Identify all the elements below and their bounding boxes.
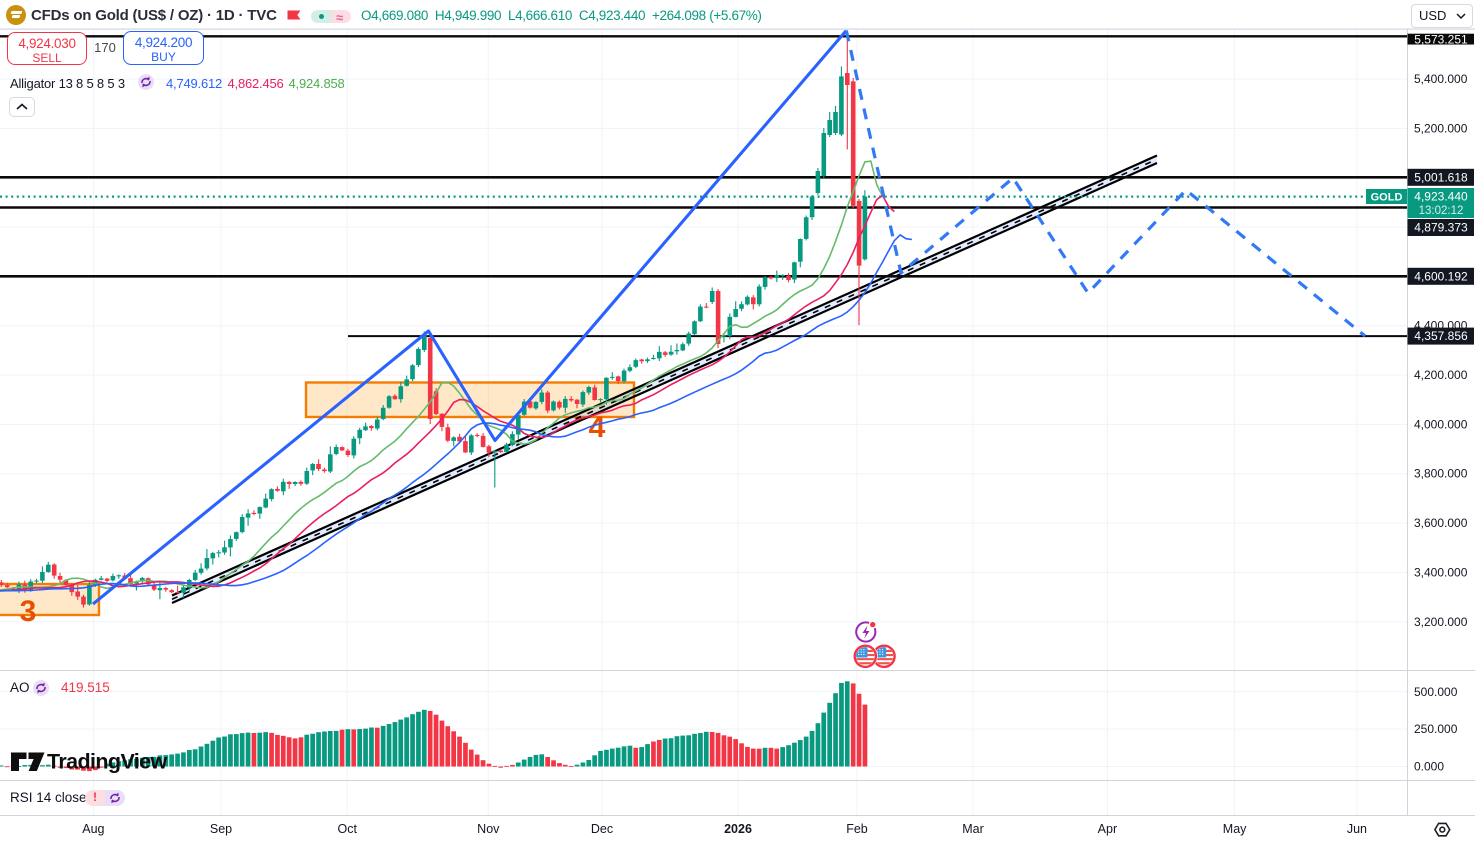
svg-text:4,600.192: 4,600.192 [1414,269,1468,283]
svg-text:3: 3 [20,595,37,628]
svg-text:3,200.000: 3,200.000 [1414,615,1468,629]
svg-text:Nov: Nov [477,822,500,836]
svg-text:4,923.440: 4,923.440 [1414,190,1468,204]
svg-text:4,000.000: 4,000.000 [1414,417,1468,431]
svg-text:5,200.000: 5,200.000 [1414,121,1468,135]
svg-text:Feb: Feb [846,822,868,836]
svg-text:4: 4 [589,411,606,444]
svg-text:Sep: Sep [210,822,232,836]
svg-text:4,879.373: 4,879.373 [1414,221,1468,235]
svg-text:GOLD: GOLD [1371,192,1403,204]
svg-text:13:02:12: 13:02:12 [1419,205,1464,217]
svg-text:250.000: 250.000 [1414,722,1458,736]
svg-text:5,001.618: 5,001.618 [1414,170,1468,184]
svg-text:5,573.251: 5,573.251 [1414,32,1468,46]
svg-text:Apr: Apr [1098,822,1117,836]
svg-text:0.000: 0.000 [1414,760,1444,774]
svg-text:2026: 2026 [724,822,752,836]
svg-text:TradingView: TradingView [47,750,168,774]
svg-text:3,400.000: 3,400.000 [1414,565,1468,579]
svg-text:Mar: Mar [962,822,984,836]
svg-text:Dec: Dec [591,822,613,836]
svg-text:Jun: Jun [1347,822,1367,836]
svg-text:3,800.000: 3,800.000 [1414,467,1468,481]
svg-text:Oct: Oct [337,822,357,836]
svg-text:5,400.000: 5,400.000 [1414,72,1468,86]
svg-text:4,200.000: 4,200.000 [1414,368,1468,382]
svg-text:500.000: 500.000 [1414,685,1458,699]
svg-text:May: May [1223,822,1247,836]
svg-text:4,357.856: 4,357.856 [1414,329,1468,343]
svg-text:3,600.000: 3,600.000 [1414,516,1468,530]
svg-text:Aug: Aug [82,822,104,836]
